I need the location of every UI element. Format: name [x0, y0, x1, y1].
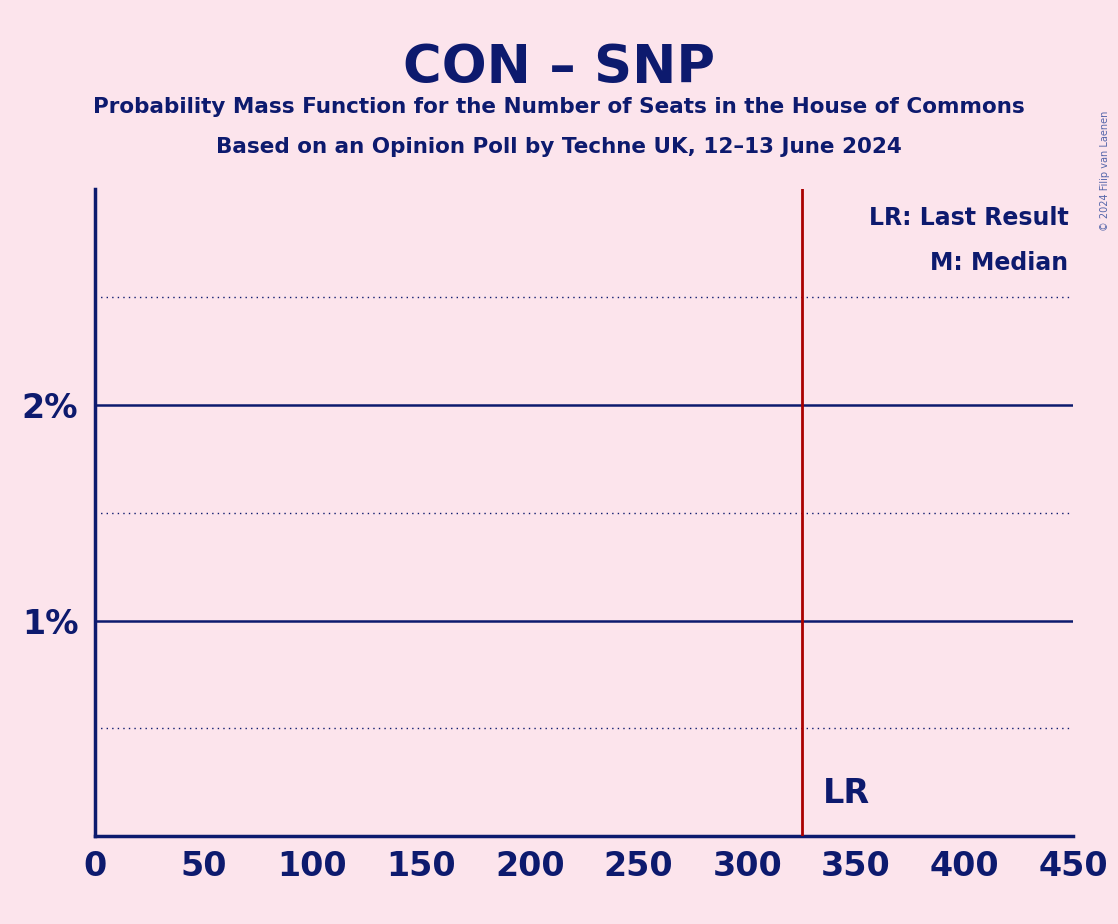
Text: Based on an Opinion Poll by Techne UK, 12–13 June 2024: Based on an Opinion Poll by Techne UK, 1…: [216, 137, 902, 157]
Text: CON – SNP: CON – SNP: [402, 42, 716, 93]
Text: LR: LR: [823, 777, 871, 810]
Text: Probability Mass Function for the Number of Seats in the House of Commons: Probability Mass Function for the Number…: [93, 97, 1025, 117]
Text: M: Median: M: Median: [930, 251, 1069, 274]
Text: LR: Last Result: LR: Last Result: [869, 206, 1069, 229]
Text: © 2024 Filip van Laenen: © 2024 Filip van Laenen: [1100, 111, 1110, 231]
